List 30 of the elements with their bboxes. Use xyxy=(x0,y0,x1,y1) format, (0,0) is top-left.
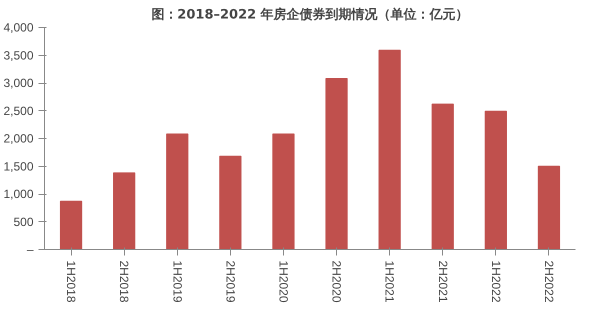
bar xyxy=(113,172,136,250)
y-tick-label: 500 xyxy=(13,214,34,229)
bar xyxy=(272,134,295,250)
x-tick-label: 1H2019 xyxy=(170,260,184,303)
x-tick-label: 2H2019 xyxy=(223,260,238,303)
y-tick-label: 3,500 xyxy=(3,48,34,62)
chart-title: 图：2018–2022 年房企债券到期情况（单位：亿元） xyxy=(151,6,469,22)
y-tick-label: 1,000 xyxy=(3,187,34,201)
y-tick-label: 2,500 xyxy=(3,104,34,118)
x-tick-label: 2H2021 xyxy=(436,260,450,303)
y-tick-label: 4,000 xyxy=(3,20,34,34)
y-tick-label: 1,500 xyxy=(3,159,34,174)
y-tick-label: 2,000 xyxy=(3,132,34,146)
bar xyxy=(219,156,242,250)
y-tick-label: – xyxy=(26,242,34,256)
x-tick-label: 1H2021 xyxy=(382,260,397,303)
bar xyxy=(325,78,348,250)
x-tick-label: 2H2018 xyxy=(117,260,132,303)
x-tick-label: 1H2022 xyxy=(488,260,503,303)
x-tick-label: 2H2022 xyxy=(542,260,556,303)
y-tick-label: 3,000 xyxy=(3,76,34,90)
x-tick-label: 2H2020 xyxy=(330,260,344,303)
bar xyxy=(378,50,401,250)
bar xyxy=(60,200,82,250)
bar xyxy=(432,104,454,250)
bar xyxy=(538,166,560,250)
x-tick-label: 1H2020 xyxy=(276,260,290,303)
bar xyxy=(484,110,507,250)
x-tick-label: 1H2018 xyxy=(64,260,78,303)
bar xyxy=(166,134,188,250)
